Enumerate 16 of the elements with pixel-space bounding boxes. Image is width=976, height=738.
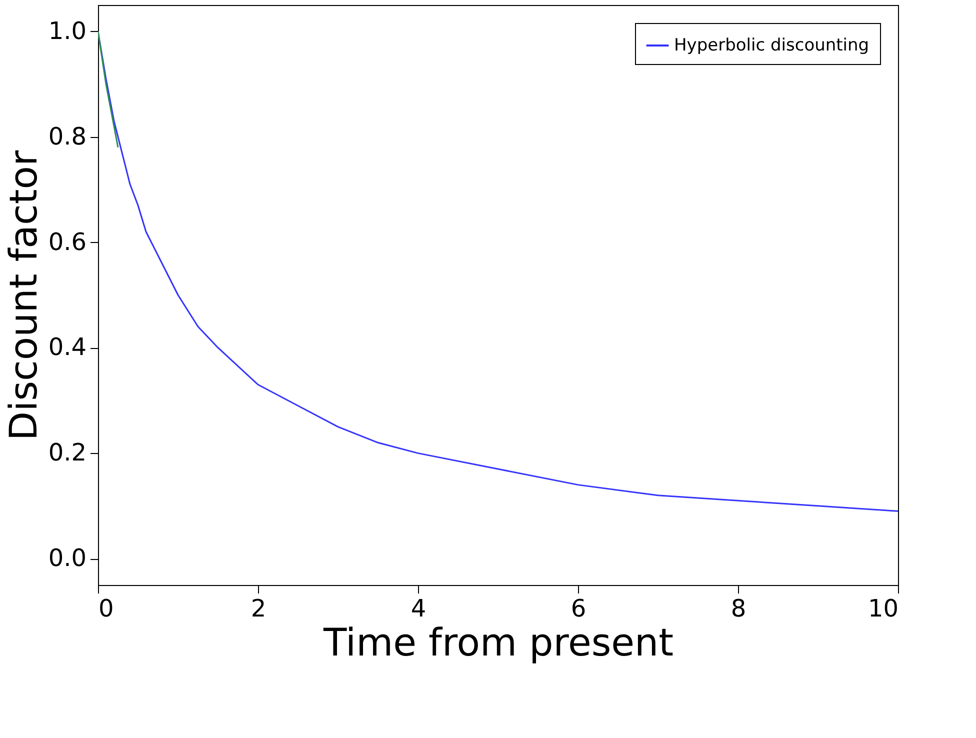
y-tick-label: 1.0 <box>48 16 86 45</box>
y-tick-label: 0.6 <box>48 228 86 256</box>
y-tick-label: 0.4 <box>48 333 86 362</box>
x-tick-label: 4 <box>410 594 426 622</box>
x-tick-label: 10 <box>868 594 898 622</box>
legend-label: Hyperbolic discounting <box>674 36 870 56</box>
y-tick-label: 0.2 <box>48 438 86 467</box>
x-tick-label: 6 <box>570 594 586 622</box>
y-tick-label: 0.0 <box>48 544 86 572</box>
x-tick-label: 2 <box>250 594 266 622</box>
y-tick-label: 0.8 <box>48 122 86 150</box>
x-tick-label: 8 <box>730 594 746 622</box>
line-series <box>98 30 119 148</box>
x-axis-title: Time from present <box>322 620 674 664</box>
x-tick-label: 0 <box>98 594 114 622</box>
y-axis-title: Discount factor <box>1 150 46 441</box>
